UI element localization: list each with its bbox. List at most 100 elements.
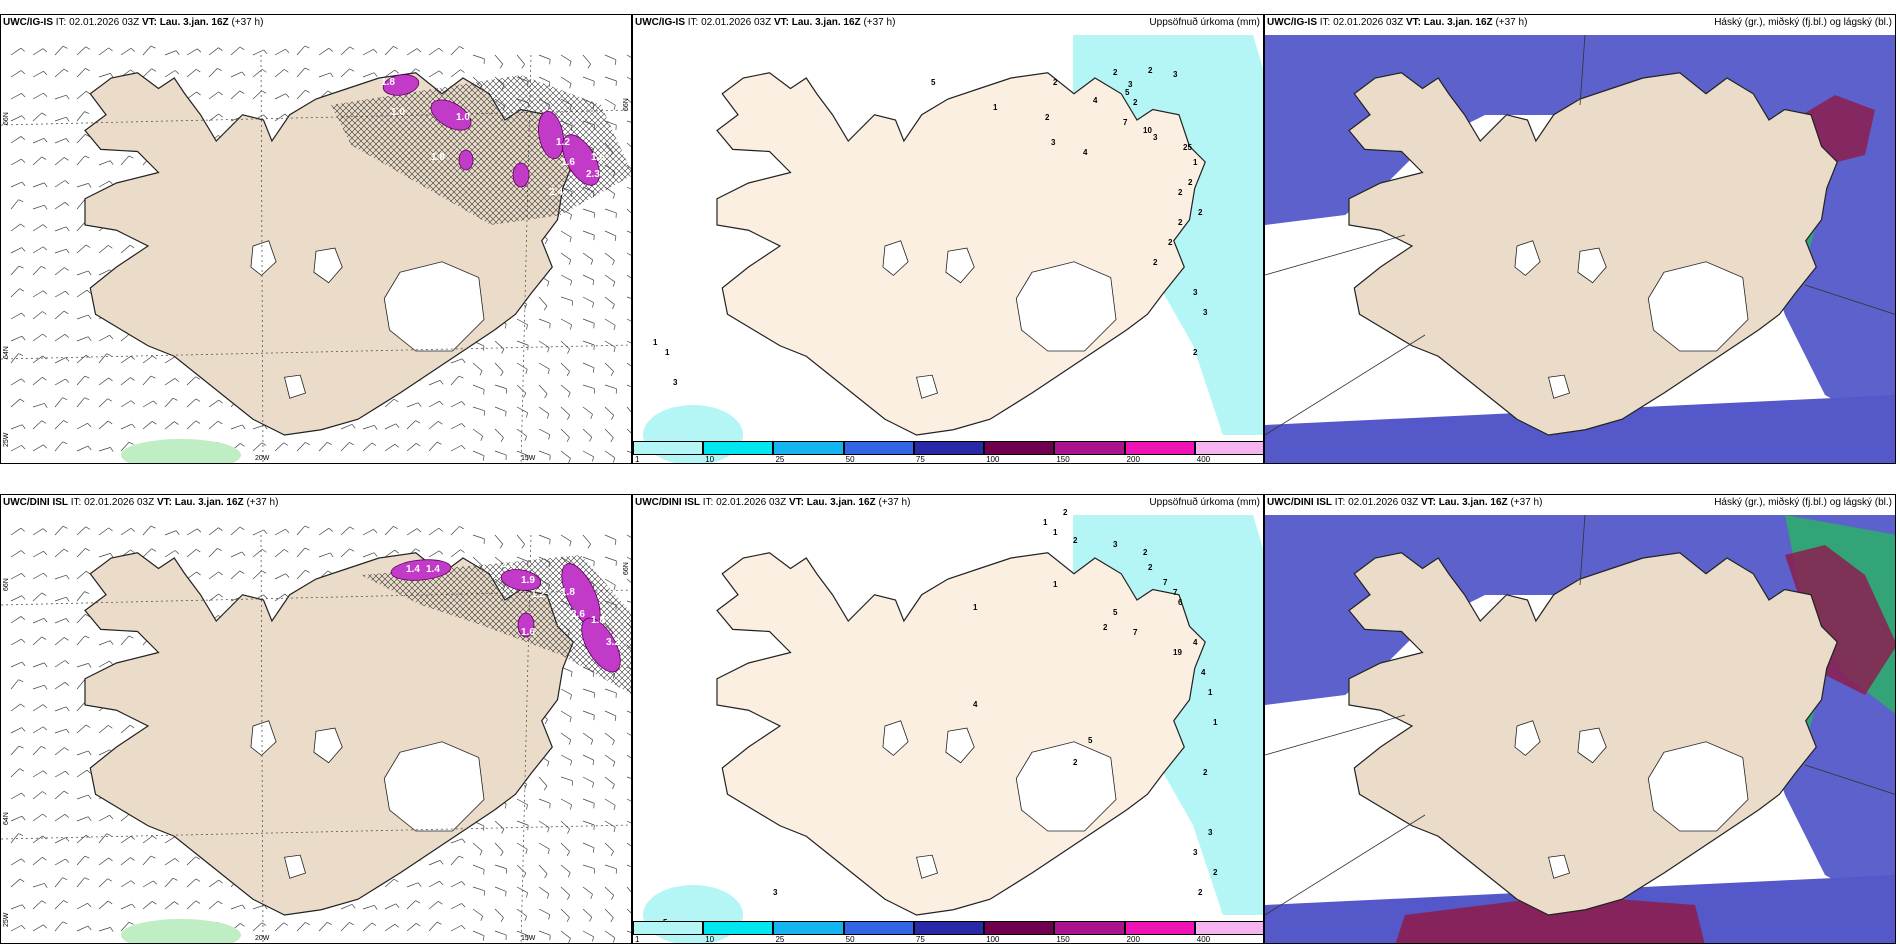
snow-area xyxy=(390,559,452,581)
snow-value-label: 1.8 xyxy=(591,615,605,626)
snow-area xyxy=(517,612,535,638)
colorbar-swatch xyxy=(984,921,1055,935)
precip-value: 1 xyxy=(993,103,998,112)
colorbar-swatch xyxy=(913,921,985,935)
precip-value: 2 xyxy=(1188,178,1193,187)
snow-area xyxy=(581,617,621,673)
wind-map[interactable]: 1.4 1.4 2.71.91.2 1.82.61.83.21.6 xyxy=(1,495,632,944)
snow-value-label: 1.8 xyxy=(431,152,445,163)
precip-value: 1 xyxy=(1208,688,1213,697)
snow-value-label: 2.3 xyxy=(586,169,600,180)
precip-value: 3 xyxy=(773,888,778,897)
precip-value: 5 xyxy=(1113,608,1118,617)
precip-value: 3 xyxy=(1173,70,1178,79)
precip-value: 7 xyxy=(1123,118,1128,127)
glacier xyxy=(250,720,277,756)
lon-label: 25W xyxy=(3,432,10,447)
precip-value: 2 xyxy=(1193,348,1198,357)
precip-value: 2 xyxy=(1198,208,1203,217)
colorbar-label: 200 xyxy=(1126,935,1140,944)
border-line xyxy=(1579,34,1586,106)
precip-value: 1 xyxy=(973,603,978,612)
colorbar-label: 100 xyxy=(986,935,1000,944)
precip-value: 2 xyxy=(1153,258,1158,267)
panel-precip-dini: UWC/DINI ISL IT: 02.01.2026 03Z VT: Lau.… xyxy=(632,494,1264,944)
precip-value: 19 xyxy=(1173,648,1182,657)
precip-value: 2 xyxy=(1203,768,1208,777)
precip-value: 1 xyxy=(665,348,670,357)
colorbar-label: 200 xyxy=(1126,455,1140,464)
wind-map[interactable]: 1.0 1.0 1.8 1.2 1.6 2.3 1.6 2.4 1.8 xyxy=(1,15,632,464)
precip-value: 2 xyxy=(1053,78,1058,87)
colorbar-swatch xyxy=(1194,441,1263,455)
snow-value-label: 1.4 xyxy=(426,564,440,575)
panel-subtitle: Háský (gr.), miðský (fj.bl.) og lágský (… xyxy=(1714,17,1892,28)
precip-value: 7 xyxy=(1173,588,1178,597)
precip-value: 4 xyxy=(1093,96,1098,105)
lon-label: 15W xyxy=(521,455,536,462)
precip-value: 1 xyxy=(1043,518,1048,527)
panel-subtitle: Uppsöfnuð úrkoma (mm) xyxy=(1149,17,1260,28)
longitude-line xyxy=(260,54,264,463)
colorbar-swatch xyxy=(1054,441,1125,455)
colorbar: 1 10 25 50 75 100 150 200 400 xyxy=(633,921,1263,943)
snow-value-label: 1.2 xyxy=(556,137,570,148)
longitude-line xyxy=(520,534,532,943)
colorbar-label: 150 xyxy=(1056,455,1070,464)
precip-value: 2 xyxy=(1168,238,1173,247)
precip-value: 1 xyxy=(653,338,658,347)
precip-map[interactable]: 2112322776115271944112452332253 xyxy=(633,495,1264,944)
precip-value: 4 xyxy=(1193,638,1198,647)
snow-value-label: 2.6 xyxy=(571,609,585,620)
precip-value: 2 xyxy=(1133,98,1138,107)
cloud-map[interactable] xyxy=(1265,15,1896,464)
panel-precip-ig: UWC/IG-IS IT: 02.01.2026 03Z VT: Lau. 3.… xyxy=(632,14,1264,464)
longitude-line xyxy=(260,534,264,943)
cloud-map[interactable] xyxy=(1265,495,1896,944)
precip-value: 2 xyxy=(1148,563,1153,572)
precip-value: 10 xyxy=(1143,126,1152,135)
snow-area xyxy=(538,110,564,160)
panel-title: UWC/IG-IS IT: 02.01.2026 03Z VT: Lau. 3.… xyxy=(635,17,896,28)
precip-value: 2 xyxy=(1198,888,1203,897)
snow-area xyxy=(512,162,530,188)
snow-value-label: 2.7 xyxy=(501,559,515,570)
snow-area xyxy=(562,134,600,186)
colorbar-label: 50 xyxy=(845,455,855,464)
precip-value: 3 xyxy=(1203,308,1208,317)
lat-label: 64N xyxy=(3,812,10,825)
colorbar-label: 75 xyxy=(915,455,925,464)
colorbar-label: 1 xyxy=(635,935,640,944)
colorbar-label: 10 xyxy=(705,455,715,464)
glacier xyxy=(1548,854,1570,879)
snow-value-label: 1.0 xyxy=(391,107,405,118)
precip-value: 2 xyxy=(1148,66,1153,75)
precip-value: 5 xyxy=(931,78,936,87)
lat-label: 66N xyxy=(623,562,630,575)
glacier xyxy=(916,854,938,879)
border-line xyxy=(1265,814,1426,916)
precip-value: 2 xyxy=(1113,68,1118,77)
colorbar-swatch xyxy=(843,921,914,935)
colorbar-swatch xyxy=(703,921,774,935)
snow-value-label: 1.9 xyxy=(521,575,535,586)
precip-value: 5 xyxy=(1125,88,1130,97)
glacier xyxy=(945,727,975,764)
panel-subtitle: Uppsöfnuð úrkoma (mm) xyxy=(1149,497,1260,508)
panel-title: UWC/DINI ISL IT: 02.01.2026 03Z VT: Lau.… xyxy=(635,497,911,508)
precip-value: 3 xyxy=(1193,288,1198,297)
panel-title: UWC/DINI ISL IT: 02.01.2026 03Z VT: Lau.… xyxy=(3,497,279,508)
precip-value: 1 xyxy=(1053,528,1058,537)
snow-value-label: 3.2 xyxy=(606,637,620,648)
colorbar-label: 100 xyxy=(986,455,1000,464)
border-line xyxy=(1265,234,1406,276)
precip-value: 1 xyxy=(1053,580,1058,589)
precip-value: 2 xyxy=(1073,536,1078,545)
snow-value-label: 2.4 xyxy=(549,187,563,198)
glacier xyxy=(1015,741,1117,832)
glacier xyxy=(284,854,306,879)
precip-value: 4 xyxy=(973,700,978,709)
panel-title: UWC/IG-IS IT: 02.01.2026 03Z VT: Lau. 3.… xyxy=(3,17,264,28)
lon-label: 25W xyxy=(3,912,10,927)
